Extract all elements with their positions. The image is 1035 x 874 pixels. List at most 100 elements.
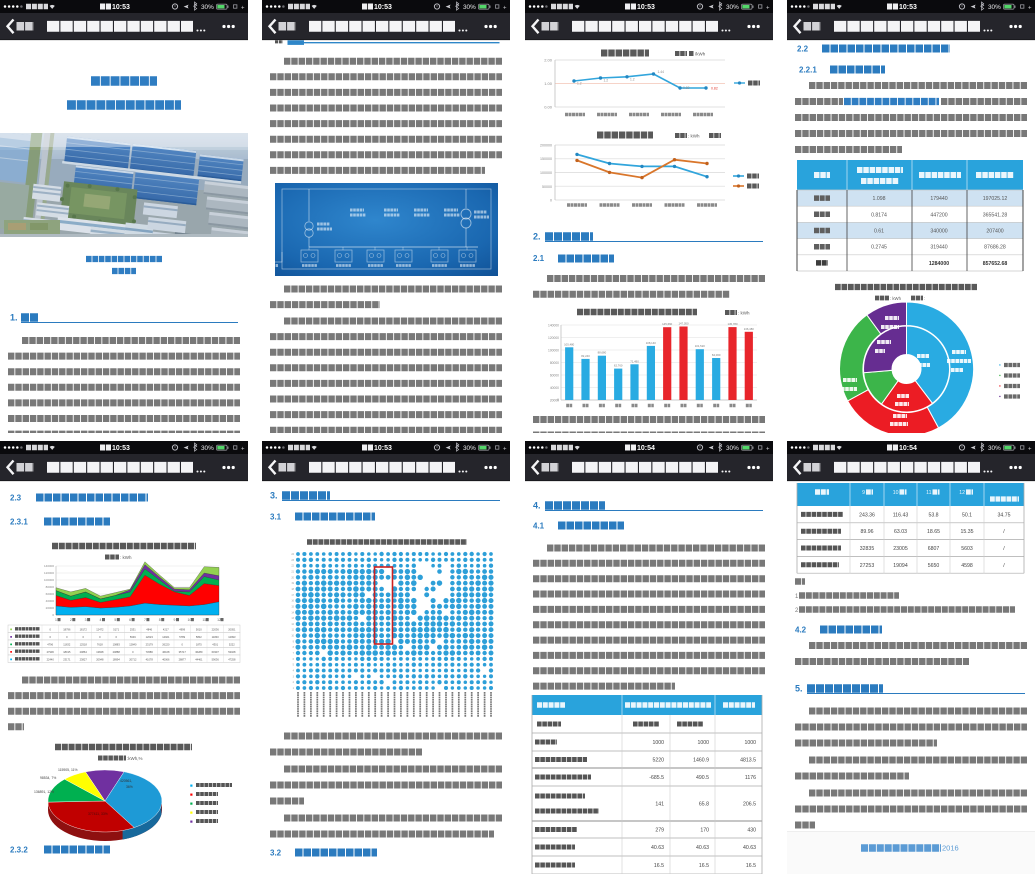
svg-text:7: 7 (293, 652, 295, 655)
svg-text:21: 21 (292, 570, 295, 573)
svg-text:145,780: 145,780 (727, 322, 738, 326)
svg-text:279: 279 (655, 827, 664, 833)
svg-text:19: 19 (292, 582, 295, 585)
svg-text:12: 12 (217, 618, 221, 622)
svg-text:11840: 11840 (212, 635, 220, 639)
svg-text:: kWh: : kWh (688, 134, 700, 139)
svg-text:1875: 1875 (196, 642, 202, 646)
svg-text:■: ■ (10, 657, 12, 661)
svg-text:44461: 44461 (195, 657, 203, 661)
svg-text:100000: 100000 (540, 171, 552, 175)
svg-text:3: 3 (85, 618, 87, 622)
svg-text:14921: 14921 (162, 635, 170, 639)
svg-text:4: 4 (100, 618, 102, 622)
svg-text:100000: 100000 (44, 578, 54, 582)
svg-text:4: 4 (293, 669, 295, 672)
svg-text:: kWh: : kWh (120, 555, 132, 560)
svg-text:10:53: 10:53 (637, 4, 655, 11)
svg-text:+: + (766, 5, 770, 11)
svg-text:3.1: 3.1 (270, 512, 282, 521)
svg-text:1176: 1176 (745, 775, 756, 781)
svg-text:340000: 340000 (930, 229, 947, 235)
svg-text:4813.5: 4813.5 (740, 757, 756, 763)
svg-text:18796: 18796 (63, 627, 71, 631)
svg-text:87686.28: 87686.28 (984, 245, 1006, 251)
svg-text:10: 10 (893, 490, 899, 496)
svg-text:+: + (241, 446, 245, 452)
svg-text:18: 18 (292, 588, 295, 591)
svg-text:5649: 5649 (130, 635, 136, 639)
svg-text:22036: 22036 (212, 627, 220, 631)
svg-text:857652.68: 857652.68 (983, 261, 1008, 267)
svg-text:12840: 12840 (129, 642, 137, 646)
svg-text:20000: 20000 (550, 398, 559, 402)
svg-text:+: + (503, 5, 507, 11)
svg-text:16.5: 16.5 (699, 863, 709, 869)
svg-text:8: 8 (159, 618, 161, 622)
svg-text:27906: 27906 (47, 650, 55, 654)
svg-text:206.5: 206.5 (743, 801, 756, 807)
svg-text:0: 0 (550, 199, 552, 203)
svg-text:+: + (503, 446, 507, 452)
svg-text:365541.28: 365541.28 (983, 212, 1008, 218)
svg-text:30%: 30% (201, 445, 214, 452)
svg-text:■: ■ (10, 642, 12, 646)
svg-text:6: 6 (293, 657, 295, 660)
svg-text:2.2.1: 2.2.1 (799, 66, 817, 75)
svg-text:20051: 20051 (228, 627, 236, 631)
svg-text:88,680: 88,680 (597, 351, 606, 355)
svg-text:12993: 12993 (228, 635, 236, 639)
svg-text:53028: 53028 (228, 650, 236, 654)
svg-text:18.65: 18.65 (927, 529, 940, 535)
svg-text:16: 16 (292, 599, 295, 602)
svg-text:15: 15 (292, 605, 295, 608)
svg-text:20: 20 (292, 576, 295, 579)
svg-text:8: 8 (293, 646, 295, 649)
svg-text:18994: 18994 (113, 657, 121, 661)
svg-text:▪: ▪ (999, 373, 1001, 379)
svg-text:207400: 207400 (986, 229, 1003, 235)
svg-text:15.35: 15.35 (961, 529, 974, 535)
svg-text:5789: 5789 (179, 635, 185, 639)
svg-text:60000: 60000 (550, 373, 559, 377)
svg-text:5.: 5. (795, 683, 803, 693)
svg-text:14: 14 (292, 611, 295, 614)
svg-text:+: + (766, 446, 770, 452)
svg-text:▪: ▪ (999, 394, 1001, 400)
svg-text::kWh,%: :kWh,% (127, 756, 143, 761)
svg-text:7: 7 (144, 618, 146, 622)
svg-text:62,760: 62,760 (614, 364, 623, 368)
svg-text:4.1: 4.1 (533, 521, 545, 530)
svg-text:2016: 2016 (942, 843, 959, 852)
svg-text:/kWh: /kWh (695, 52, 706, 57)
svg-text:/: / (1003, 562, 1005, 568)
svg-text:+: + (1028, 5, 1032, 11)
svg-text:100000: 100000 (548, 348, 559, 352)
svg-text:10:53: 10:53 (112, 445, 130, 452)
svg-text:34.75: 34.75 (998, 512, 1011, 518)
svg-text:82,240: 82,240 (581, 354, 590, 358)
svg-text:40000: 40000 (550, 386, 559, 390)
svg-text:35717: 35717 (179, 650, 187, 654)
svg-text:-685.5: -685.5 (649, 775, 664, 781)
svg-text:22: 22 (292, 564, 295, 567)
svg-text:30%: 30% (726, 4, 739, 11)
svg-text:2.3.1: 2.3.1 (10, 517, 28, 526)
svg-text:24: 24 (292, 553, 295, 556)
svg-text:0: 0 (66, 635, 68, 639)
svg-text:0: 0 (52, 613, 54, 617)
svg-text:0: 0 (115, 635, 117, 639)
svg-text:13848: 13848 (96, 650, 104, 654)
svg-text:84,060: 84,060 (712, 353, 721, 357)
svg-text:23827: 23827 (80, 657, 88, 661)
svg-text:101,520: 101,520 (694, 344, 705, 348)
svg-text:5010: 5010 (196, 627, 202, 631)
svg-text:59036: 59036 (212, 657, 220, 661)
svg-text:3: 3 (293, 675, 295, 678)
svg-text:7618: 7618 (97, 642, 103, 646)
svg-text:147,050: 147,050 (678, 322, 689, 326)
svg-text:11: 11 (926, 490, 931, 496)
svg-text:5603: 5603 (961, 546, 973, 552)
svg-text:17: 17 (292, 593, 295, 596)
svg-text:50000: 50000 (542, 185, 552, 189)
